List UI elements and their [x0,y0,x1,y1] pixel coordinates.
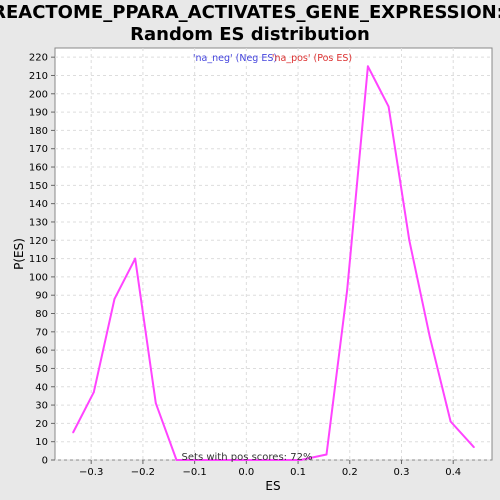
y-tick-label: 220 [29,53,48,64]
data-point [325,453,328,456]
x-tick-label: −0.1 [182,467,206,478]
chart-subtitle: Random ES distribution [130,24,370,45]
pos-score-annotation: Sets with pos scores: 72% [182,452,313,463]
y-tick-label: 200 [29,89,48,100]
legend-entry-neg: 'na_neg' (Neg ES) [193,53,277,64]
series-line [72,65,475,461]
y-tick-label: 110 [29,254,48,265]
series-layer [72,65,475,461]
x-tick-label: 0.4 [445,467,461,478]
data-point [449,420,452,423]
x-tick-label: 0.2 [342,467,358,478]
data-point [299,459,302,461]
y-tick-label: 150 [29,181,48,192]
data-point [217,459,219,461]
y-tick-label: 50 [35,364,48,375]
y-tick-label: 0 [42,456,48,467]
y-tick-label: 80 [35,309,48,320]
y-tick-label: 30 [35,401,48,412]
data-point [134,257,137,260]
y-axis-label: P(ES) [12,238,26,270]
x-axis: −0.3 −0.2 −0.1 0.0 0.1 0.2 0.3 0.4 [79,460,461,478]
y-tick-label: 40 [35,382,48,393]
legend-entry-pos: 'na_pos' (Pos ES) [272,53,352,64]
y-tick-label: 180 [29,126,48,137]
data-point [92,391,95,394]
y-tick-label: 160 [29,163,48,174]
y-tick-label: 100 [29,272,48,283]
x-tick-label: 0.0 [238,467,254,478]
grid [55,48,492,461]
y-tick-label: 190 [29,108,48,119]
data-point [175,459,178,461]
y-tick-label: 10 [35,437,48,448]
y-tick-label: 130 [29,217,48,228]
data-point [258,459,261,461]
x-tick-label: 0.3 [394,467,410,478]
y-tick-label: 70 [35,327,48,338]
chart-title: REACTOME_PPARA_ACTIVATES_GENE_EXPRESSION… [0,2,500,23]
x-axis-label: ES [265,479,280,493]
data-point [154,402,157,405]
data-point [113,297,116,300]
x-tick-label: 0.1 [290,467,306,478]
data-point [408,239,411,242]
data-point [196,459,199,461]
x-tick-label: −0.3 [79,467,103,478]
x-tick-label: −0.2 [131,467,155,478]
data-point [429,336,431,339]
y-tick-label: 120 [29,236,48,247]
y-axis: 0 10 20 30 40 50 60 70 80 90 100 110 120 130 140 150 160… [29,53,55,467]
y-tick-label: 60 [35,346,48,357]
data-point [72,431,75,434]
data-point [279,459,281,461]
y-tick-label: 210 [29,71,48,82]
data-point [237,459,240,461]
data-point [346,288,349,291]
y-tick-label: 20 [35,419,48,430]
y-tick-label: 140 [29,199,48,210]
data-point [366,65,369,68]
y-tick-label: 170 [29,144,48,155]
data-point [387,105,390,108]
plot-area [54,47,493,461]
y-tick-label: 90 [35,291,48,302]
data-point [472,446,475,449]
